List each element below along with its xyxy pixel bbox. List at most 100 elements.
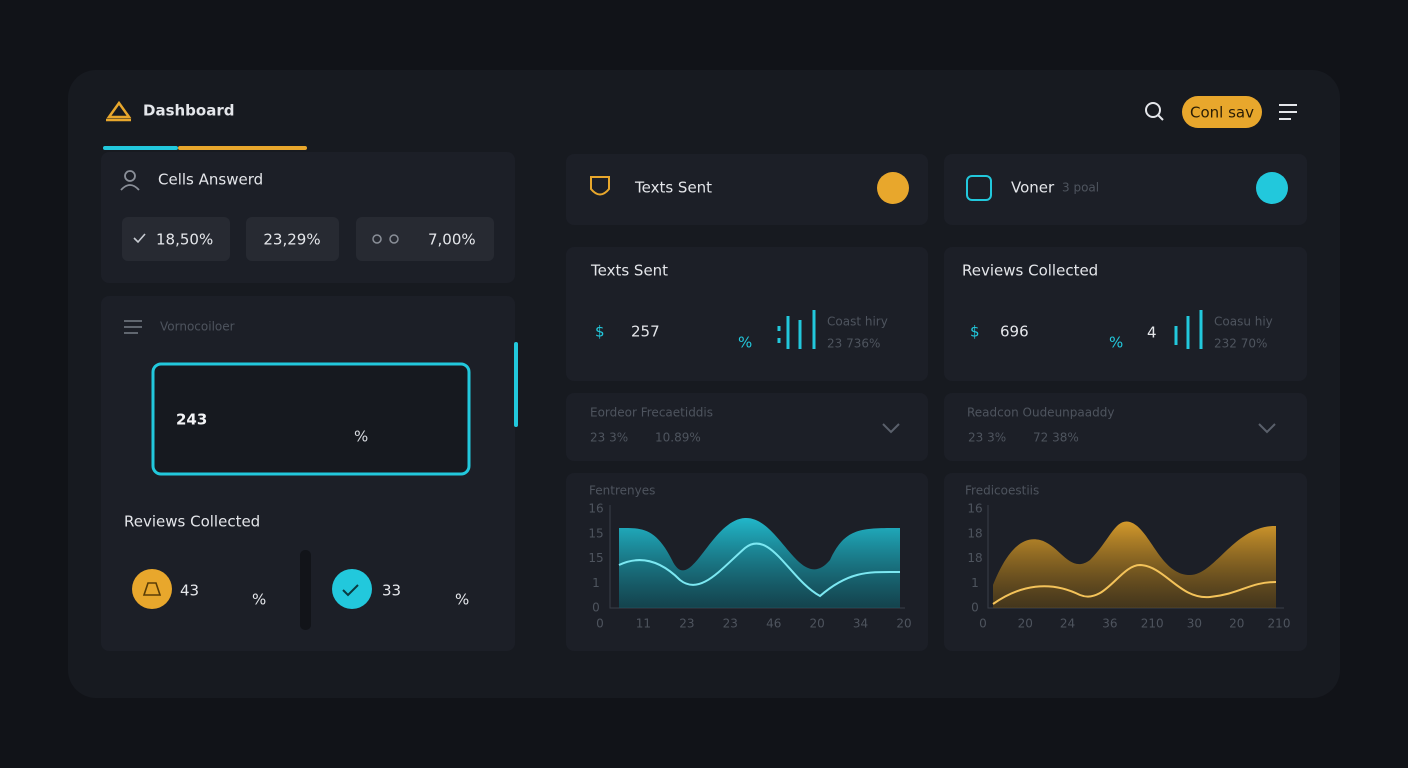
tile[interactable] [944, 154, 1307, 225]
metric-value: 696 [1000, 323, 1029, 341]
tile-icon [966, 175, 992, 201]
x-label: 23 [723, 617, 738, 631]
x-label: 20 [896, 617, 911, 631]
tile-title: Texts Sent [634, 179, 712, 197]
unit: % [455, 591, 469, 609]
x-label: 23 [679, 617, 694, 631]
card-label: Vornocoiloer [160, 320, 235, 334]
badge [332, 569, 372, 609]
unit: % [252, 591, 266, 609]
y-label: 15 [588, 526, 603, 540]
x-label: 24 [1060, 617, 1075, 631]
y-label: 15 [588, 551, 603, 565]
chevron[interactable] [882, 423, 900, 434]
x-label: 36 [1102, 617, 1117, 631]
currency: $ [970, 323, 980, 341]
stat-pill [356, 217, 494, 261]
stat-pill [122, 217, 230, 261]
tab-underline [103, 146, 178, 150]
stat: 23,29% [263, 231, 320, 249]
dropdown-value: 23 3% [590, 431, 628, 445]
metric-card [566, 247, 928, 381]
x-label: 11 [636, 617, 651, 631]
highlight-box [151, 362, 471, 476]
tile-icon [590, 176, 610, 196]
y-label: 18 [967, 551, 982, 565]
stat: 18,50% [156, 231, 213, 249]
y-label: 1 [592, 576, 600, 590]
x-label: 210 [1141, 617, 1164, 631]
metric-extra: 4 [1147, 324, 1157, 342]
search-icon[interactable] [1145, 102, 1164, 121]
stat-pill [246, 217, 339, 261]
check-icon [133, 233, 146, 244]
metric-value: 257 [631, 323, 660, 341]
logo [106, 100, 132, 122]
person-icon [120, 170, 140, 191]
x-label: 20 [1018, 617, 1033, 631]
dropdown-value: 72 38% [1033, 431, 1079, 445]
tile-title: Voner [1011, 179, 1055, 197]
action-button[interactable] [1182, 96, 1262, 128]
tab-underline [178, 146, 307, 150]
big-value: 243 [176, 411, 207, 429]
y-label: 16 [588, 502, 603, 516]
tile-badge [1256, 172, 1288, 204]
dropdown-title: Eordeor Frecaetiddis [590, 406, 713, 420]
y-label: 16 [967, 502, 982, 516]
x-label: 20 [1229, 617, 1244, 631]
review-value: 33 [382, 582, 401, 600]
y-label: 18 [967, 526, 982, 540]
dropdown-value: 23 3% [968, 431, 1006, 445]
x-label: 0 [979, 617, 987, 631]
x-label: 30 [1187, 617, 1202, 631]
currency: $ [595, 323, 605, 341]
badge [132, 569, 172, 609]
menu-icon[interactable] [1279, 104, 1297, 120]
chart-title: Fentrenyes [589, 484, 655, 498]
y-label: 0 [592, 601, 600, 615]
metric-note-value: 23 736% [827, 337, 880, 351]
bars-icon [777, 310, 816, 349]
x-label: 0 [596, 617, 604, 631]
area-line [618, 542, 901, 598]
tile[interactable] [566, 154, 928, 225]
chart-title: Fredicoestiis [965, 484, 1039, 498]
bars-icon [1174, 310, 1203, 349]
metric-note-value: 232 70% [1214, 337, 1267, 351]
metric-title: Reviews Collected [962, 262, 1098, 280]
metric-title: Texts Sent [590, 262, 668, 280]
x-label: 210 [1268, 617, 1291, 631]
y-label: 1 [971, 576, 979, 590]
unit: % [354, 428, 368, 446]
area-shape [993, 521, 1276, 608]
unit: % [738, 334, 752, 352]
unit: % [1109, 334, 1123, 352]
dropdown[interactable] [566, 393, 928, 461]
list-icon [124, 320, 142, 334]
tile-badge [877, 172, 909, 204]
stat: 7,00% [428, 231, 476, 249]
divider [300, 550, 311, 630]
app-title: Dashboard [143, 102, 234, 120]
metric-note: Coasu hiy [1214, 315, 1273, 329]
y-label: 0 [971, 601, 979, 615]
metric-note: Coast hiry [827, 315, 888, 329]
dropdown-title: Readcon Oudeunpaaddy [967, 406, 1114, 420]
scroll-indicator [514, 342, 518, 427]
tile-subtitle: 3 poal [1062, 181, 1099, 195]
area-line [992, 563, 1277, 605]
badge-icon [142, 582, 162, 596]
button-label[interactable]: Conl sav [1190, 104, 1254, 122]
x-label: 34 [853, 617, 868, 631]
dropdown[interactable] [944, 393, 1307, 461]
chart-frame: 16 15 15 1 0 0 11 23 23 46 20 34 20 [588, 502, 911, 631]
metric-card [944, 247, 1307, 381]
section-title: Reviews Collected [124, 513, 260, 531]
badge-icon [342, 584, 359, 597]
dropdown-value: 10.89% [655, 431, 701, 445]
x-label: 46 [766, 617, 781, 631]
chevron[interactable] [1258, 423, 1276, 434]
